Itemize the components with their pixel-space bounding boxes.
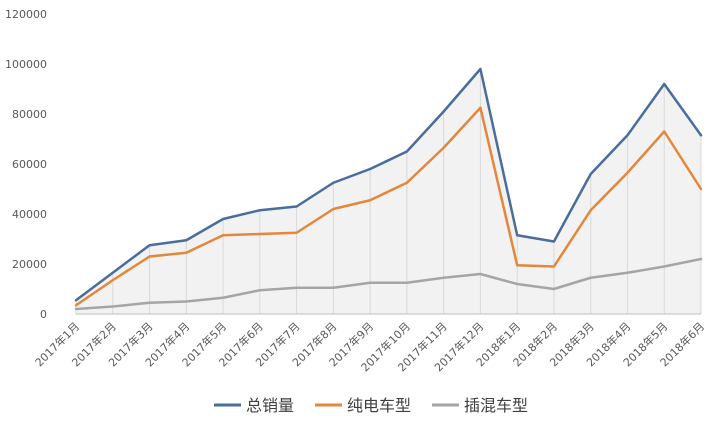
legend-label-total: 总销量 <box>246 396 294 415</box>
legend-label-bev: 纯电车型 <box>347 396 411 415</box>
legend-item-phev: 插混车型 <box>432 396 528 415</box>
y-tick-label: 80000 <box>12 108 47 121</box>
y-tick-label: 60000 <box>12 158 47 171</box>
legend: 总销量 纯电车型 插混车型 <box>214 396 528 415</box>
series-line-phev <box>74 257 703 311</box>
y-tick-label: 40000 <box>12 208 47 221</box>
legend-item-bev: 纯电车型 <box>315 396 411 415</box>
y-tick-label: 120000 <box>5 8 47 21</box>
y-tick-label: 0 <box>40 308 47 321</box>
y-tick-label: 20000 <box>12 258 47 271</box>
series-layer <box>74 67 703 311</box>
legend-label-phev: 插混车型 <box>464 396 528 415</box>
legend-item-total: 总销量 <box>214 396 294 415</box>
y-tick-label: 100000 <box>5 58 47 71</box>
series-line-total <box>74 67 703 302</box>
series-line-bev <box>74 106 703 307</box>
